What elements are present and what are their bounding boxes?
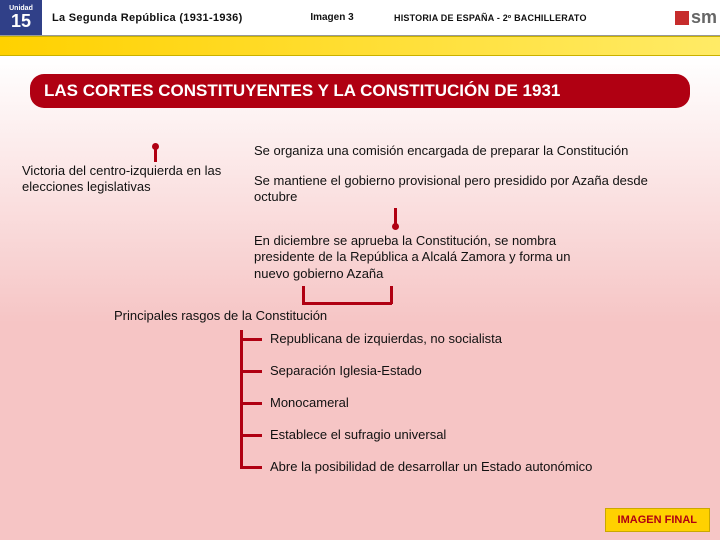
connector — [240, 466, 262, 469]
diagram: Victoria del centro-izquierda en las ele… — [22, 108, 698, 528]
top-bar: Unidad 15 La Segunda República (1931-193… — [0, 0, 720, 36]
publisher-logo: sm — [672, 0, 720, 35]
connector-dot — [392, 223, 399, 230]
unit-box: Unidad 15 — [0, 0, 42, 35]
connector — [240, 370, 262, 373]
image-label: Imagen 3 — [282, 0, 382, 35]
rasgos-item: Establece el sufragio universal — [270, 427, 446, 443]
publisher-text: sm — [691, 7, 717, 28]
logo-square-icon — [675, 11, 689, 25]
node-right-1: Se organiza una comisión encargada de pr… — [254, 143, 684, 159]
rasgos-item: Monocameral — [270, 395, 349, 411]
rasgos-item: Abre la posibilidad de desarrollar un Es… — [270, 459, 592, 475]
yellow-strip — [0, 36, 720, 56]
rasgos-item: Republicana de izquierdas, no socialista — [270, 331, 502, 347]
node-mid: En diciembre se aprueba la Constitución,… — [254, 233, 584, 282]
rasgos-item: Separación Iglesia-Estado — [270, 363, 422, 379]
connector-dot — [152, 143, 159, 150]
final-image-button[interactable]: IMAGEN FINAL — [605, 508, 710, 532]
course-label: HISTORIA DE ESPAÑA - 2º BACHILLERATO — [382, 0, 672, 35]
node-rasgos-title: Principales rasgos de la Constitución — [114, 308, 374, 324]
connector — [394, 208, 397, 224]
node-left: Victoria del centro-izquierda en las ele… — [22, 163, 237, 196]
content-area: LAS CORTES CONSTITUYENTES Y LA CONSTITUC… — [0, 58, 720, 540]
connector — [240, 434, 262, 437]
node-right-2: Se mantiene el gobierno provisional pero… — [254, 173, 684, 206]
topic-title: La Segunda República (1931-1936) — [42, 0, 282, 35]
slide-title: LAS CORTES CONSTITUYENTES Y LA CONSTITUC… — [30, 74, 690, 108]
connector — [240, 402, 262, 405]
connector — [302, 302, 392, 305]
rasgos-vertical-line — [240, 330, 243, 466]
connector — [240, 338, 262, 341]
unit-number: 15 — [0, 12, 42, 30]
connector — [390, 286, 393, 304]
